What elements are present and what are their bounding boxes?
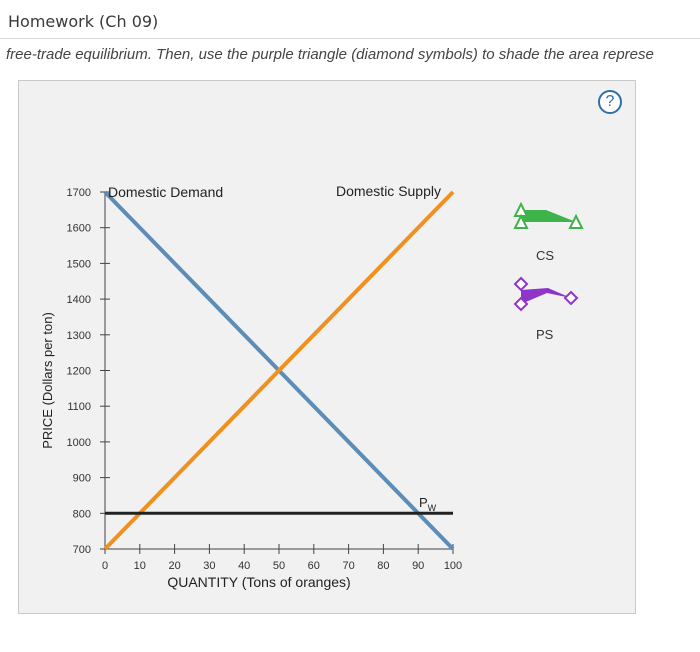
help-button[interactable]: ?: [598, 90, 622, 114]
ps-triangle-icon[interactable]: [521, 288, 571, 304]
ps-vertex-icon[interactable]: [513, 276, 529, 292]
y-tick-label: 1400: [67, 294, 91, 306]
y-tick-label: 1000: [67, 437, 91, 449]
cs-vertex-icon[interactable]: [568, 213, 584, 229]
y-tick-label: 1300: [67, 330, 91, 342]
y-tick-label: 800: [73, 508, 91, 520]
world-price-label: PW: [419, 495, 437, 513]
x-tick-label: 50: [273, 560, 285, 572]
supply-curve[interactable]: [103, 190, 455, 551]
y-axis-title: PRICE (Dollars per ton): [40, 312, 55, 449]
header-divider: [0, 38, 700, 39]
x-tick-label: 80: [377, 560, 389, 572]
x-tick-label: 10: [134, 560, 146, 572]
cs-triangle-tool[interactable]: [513, 201, 584, 229]
supply-label: Domestic Supply: [336, 183, 441, 199]
x-tick-label: 0: [102, 560, 108, 572]
x-tick-label: 100: [444, 560, 462, 572]
x-axis-title: QUANTITY (Tons of oranges): [167, 574, 350, 590]
x-tick-label: 90: [412, 560, 424, 572]
ps-vertex-icon[interactable]: [513, 296, 529, 312]
instruction-text: free-trade equilibrium. Then, use the pu…: [6, 46, 654, 63]
ps-vertex-icon[interactable]: [563, 290, 579, 306]
y-tick-label: 1600: [67, 223, 91, 235]
graph-panel[interactable]: [18, 80, 636, 614]
x-tick-label: 40: [238, 560, 250, 572]
x-tick-label: 60: [308, 560, 320, 572]
y-tick-label: 700: [73, 544, 91, 556]
y-tick-label: 900: [73, 473, 91, 485]
demand-label: Domestic Demand: [108, 184, 223, 200]
x-tick-label: 20: [168, 560, 180, 572]
cs-label: CS: [536, 248, 555, 263]
y-tick-label: 1500: [67, 258, 91, 270]
cs-vertex-icon[interactable]: [513, 213, 529, 229]
x-tick-label: 30: [203, 560, 215, 572]
ps-triangle-tool[interactable]: [513, 276, 579, 312]
x-tick-label: 70: [342, 560, 354, 572]
y-tick-label: 1100: [67, 401, 91, 413]
page-title: Homework (Ch 09): [8, 12, 159, 31]
ps-label: PS: [536, 327, 554, 342]
y-tick-label: 1700: [67, 187, 91, 199]
cs-triangle-icon[interactable]: [521, 210, 576, 222]
y-tick-label: 1200: [67, 366, 91, 378]
